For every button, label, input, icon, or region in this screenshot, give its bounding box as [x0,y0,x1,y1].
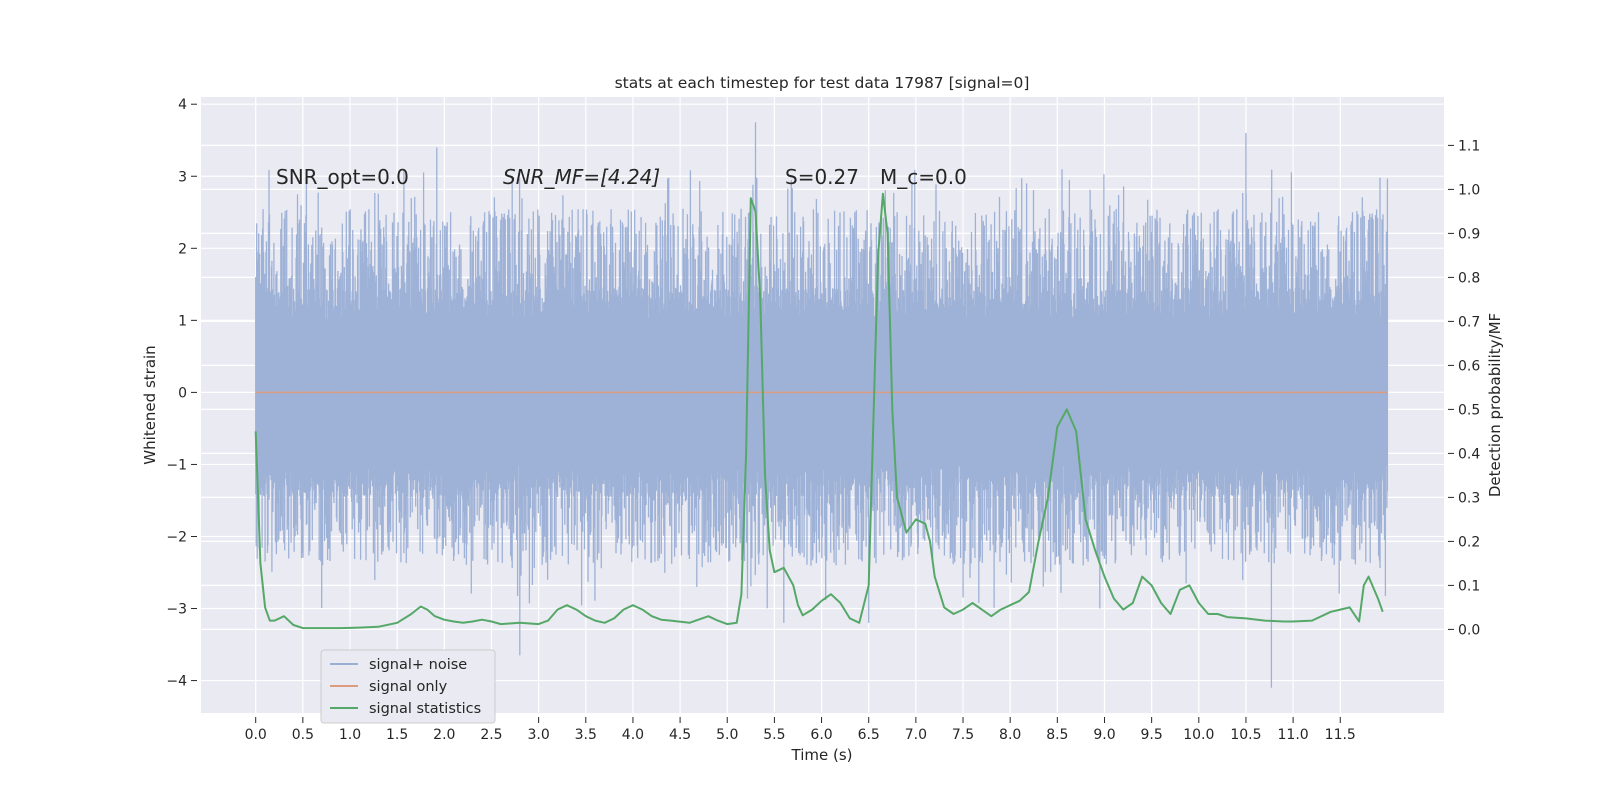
y-tick-label: 1 [178,313,187,329]
y2-tick-label: 0.5 [1458,402,1480,418]
x-tick-label: 4.0 [622,727,644,743]
y-tick-label: −3 [166,602,187,618]
x-tick-label: 6.5 [858,727,880,743]
signal-statistics-line [254,192,1384,630]
y2-tick-label: 0.7 [1458,314,1480,330]
x-tick-label: 4.5 [669,727,691,743]
x-tick-label: 10.0 [1183,727,1214,743]
x-tick-label: 11.5 [1325,727,1356,743]
x-tick-label: 3.0 [527,727,549,743]
annotation-s: S=0.27 [785,165,859,189]
x-tick-label: 0.5 [292,727,314,743]
y2-tick-label: 1.1 [1458,138,1480,154]
y2-axis-label: Detection probability/MF [1486,313,1504,497]
y-axis-label: Whitened strain [141,345,159,464]
x-tick-label: 2.0 [433,727,455,743]
y2-tick-label: 1.0 [1458,182,1480,198]
legend-box [320,649,496,724]
y2-tick-label: 0.2 [1458,534,1480,550]
y-tick-label: −4 [166,674,187,690]
y2-tick-label: 0.0 [1458,622,1480,638]
x-tick-label: 5.0 [716,727,738,743]
noise-trace [255,122,1389,688]
legend-label-noise: signal+ noise [369,657,467,673]
y-tick-label: 4 [178,97,187,113]
y2-tick-label: 0.9 [1458,226,1480,242]
chart-title: stats at each timestep for test data 179… [615,74,1030,92]
x-tick-label: 2.5 [480,727,502,743]
y-tick-label: 3 [178,169,187,185]
y2-tick-label: 0.6 [1458,358,1480,374]
y-tick-label: 2 [178,241,187,257]
series-signal-statistics [254,192,1384,630]
y-tick-label: 0 [178,385,187,401]
y2-axis-ticks: 0.0 0.1 0.2 0.3 0.4 0.5 0.6 0.7 0.8 0.9 1.0 1.1 [1448,138,1480,638]
y2-tick-label: 0.4 [1458,446,1480,462]
x-tick-label: 9.5 [1141,727,1163,743]
y2-tick-label: 0.8 [1458,270,1480,286]
x-tick-label: 1.0 [339,727,361,743]
y-tick-label: −1 [166,457,187,473]
x-axis-ticks: 0.0 0.5 1.0 1.5 2.0 2.5 3.0 3.5 4.0 4.5 5.0 5.5 6.0 6… [245,717,1356,743]
x-tick-label: 5.5 [763,727,785,743]
x-tick-label: 11.0 [1278,727,1309,743]
annotation-mc: M_c=0.0 [880,165,967,189]
x-tick-label: 6.0 [810,727,832,743]
x-tick-label: 8.0 [999,727,1021,743]
annotation-snr-opt: SNR_opt=0.0 [276,165,409,189]
y2-tick-label: 0.3 [1458,490,1480,506]
x-axis-label: Time (s) [791,746,853,764]
x-tick-label: 7.5 [952,727,974,743]
y2-tick-label: 0.1 [1458,578,1480,594]
y-axis-ticks: −4 −3 −2 −1 0 1 2 3 4 [166,97,197,690]
x-tick-label: 8.5 [1046,727,1068,743]
y-tick-label: −2 [166,529,187,545]
series-signal-plus-noise [255,122,1389,688]
x-tick-label: 0.0 [245,727,267,743]
x-tick-label: 9.0 [1093,727,1115,743]
x-tick-label: 1.5 [386,727,408,743]
x-tick-label: 7.0 [905,727,927,743]
x-tick-label: 3.5 [575,727,597,743]
legend-label-statistics: signal statistics [369,701,481,717]
x-tick-label: 10.5 [1230,727,1261,743]
annotation-snr-mf: SNR_MF=[4.24] [503,165,660,189]
legend-label-signal: signal only [369,679,448,695]
legend: signal+ noise signal only signal statist… [320,649,496,724]
